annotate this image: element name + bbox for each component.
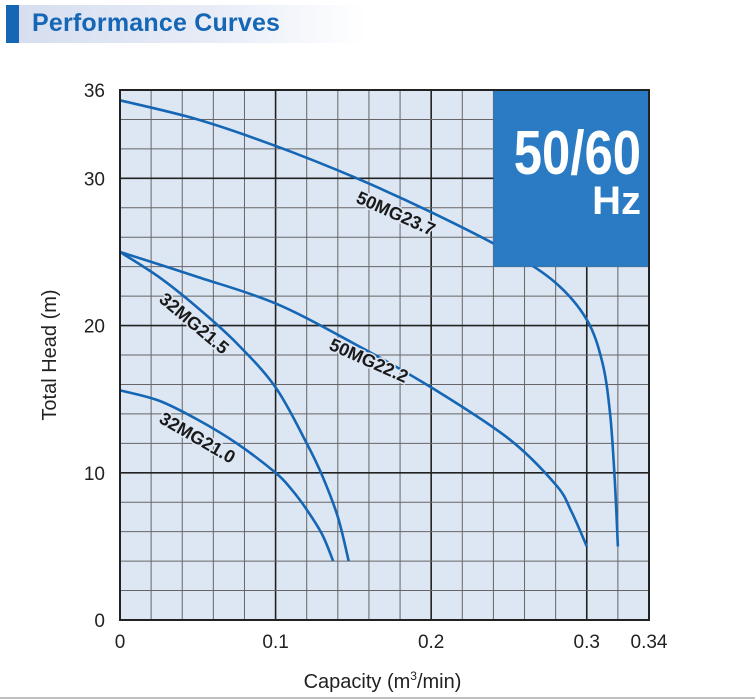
x-tick-label: 0.3	[574, 632, 600, 653]
x-axis-label: Capacity (m3/min)	[304, 669, 462, 693]
y-axis-label: Total Head (m)	[39, 289, 61, 420]
x-tick-label: 0.1	[262, 632, 288, 653]
curve-32MG21-0	[119, 389, 335, 562]
y-tick-label: 0	[94, 611, 105, 632]
section-header: Performance Curves	[6, 5, 366, 43]
x-axis-label-superscript: 3	[410, 669, 417, 683]
page-title: Performance Curves	[32, 9, 281, 37]
y-tick-label: 36	[84, 81, 105, 102]
badge-frequency: 50/60	[514, 119, 641, 188]
x-axis-label-tail: /min)	[417, 671, 461, 693]
frequency-badge: 50/60 Hz	[493, 90, 649, 267]
badge-unit: Hz	[592, 179, 641, 223]
badge-background	[493, 90, 649, 267]
header-accent-bar	[6, 5, 19, 43]
y-tick-label: 20	[84, 317, 105, 338]
plot-frame	[119, 89, 650, 621]
x-axis-label-main: Capacity (m	[304, 671, 411, 693]
x-axis-ticks: 0 0.1 0.2 0.3 0.34	[115, 632, 668, 653]
bottom-divider	[0, 697, 755, 699]
y-tick-label: 30	[84, 169, 105, 190]
x-tick-label: 0	[115, 632, 126, 653]
x-tick-label: 0.2	[418, 632, 444, 653]
y-tick-label: 10	[84, 464, 105, 485]
y-axis-ticks: 0 10 20 30 36	[84, 81, 105, 632]
curve-50MG22-2	[119, 250, 588, 547]
x-tick-label: 0.34	[631, 632, 668, 653]
curve-32MG21-5	[119, 250, 350, 562]
